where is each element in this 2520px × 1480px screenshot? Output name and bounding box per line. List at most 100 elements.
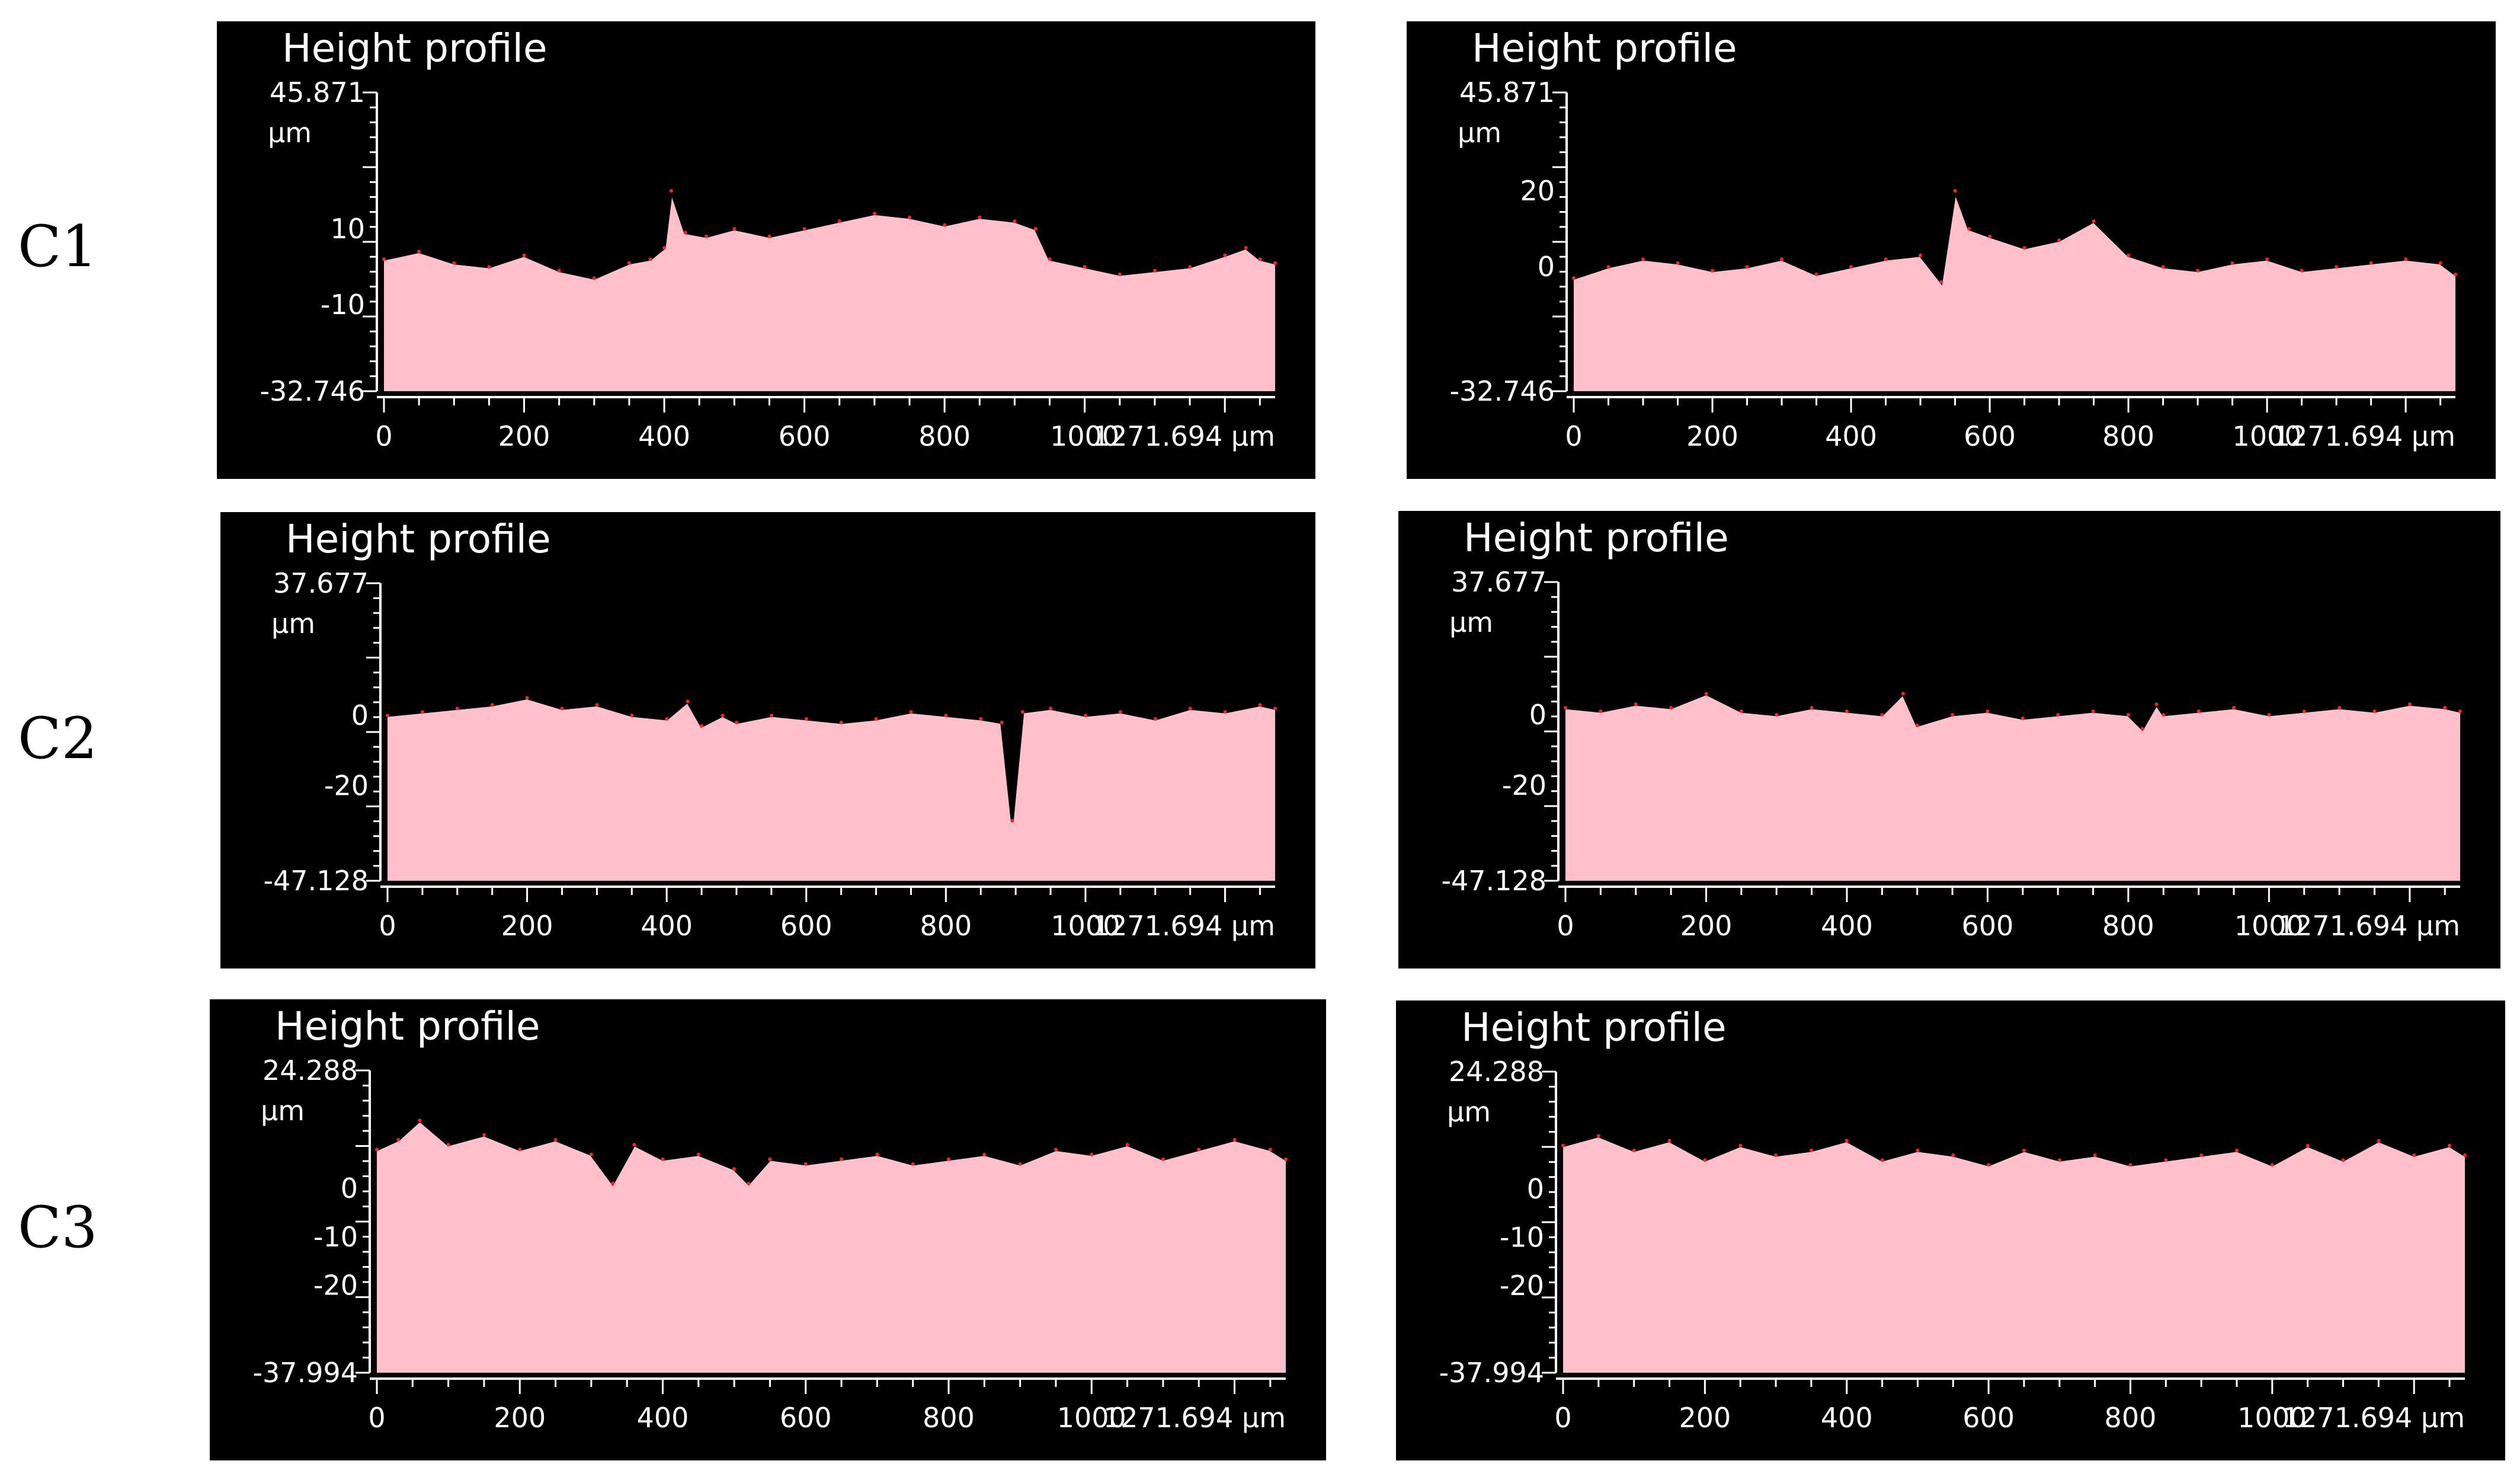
profile-point [2443, 706, 2447, 709]
profile-point [840, 1157, 844, 1161]
profile-point [2126, 712, 2130, 717]
profile-point [595, 703, 599, 707]
profile-point [2162, 712, 2166, 717]
y-tick-label: -47.128 [1441, 865, 1546, 897]
profile-point [1010, 819, 1014, 823]
x-tick-label: 0 [1554, 1402, 1571, 1434]
y-tick-label: -32.746 [1449, 375, 1555, 407]
profile-point [1273, 707, 1277, 711]
profile-point [1669, 706, 1673, 709]
profile-point [732, 227, 737, 231]
x-tick-label: 400 [638, 420, 690, 452]
y-tick-label: -37.994 [252, 1357, 358, 1389]
profile-point [2092, 219, 2096, 223]
profile-area [1563, 1136, 2465, 1373]
x-tick-label: 1271.694 µm [1103, 1402, 1286, 1434]
y-tick-label: 20 [1520, 175, 1555, 207]
x-tick-label: 600 [779, 420, 831, 452]
profile-point [382, 257, 386, 261]
profile-point [1951, 1153, 1955, 1157]
x-tick-label: 600 [1962, 910, 2014, 942]
y-tick-label: 45.871 [270, 76, 365, 108]
chart-title: Height profile [282, 25, 547, 71]
profile-area [1565, 693, 2460, 881]
profile-point [2302, 709, 2306, 713]
profile-point [767, 234, 771, 238]
y-unit-label: µm [1447, 1096, 1491, 1128]
profile-point [1223, 710, 1227, 714]
profile-point [1738, 1143, 1743, 1147]
profile-point [1188, 707, 1192, 711]
profile-point [1083, 265, 1087, 269]
x-tick-label: 800 [2105, 1402, 2157, 1434]
y-tick-label: 45.871 [1459, 76, 1555, 108]
profile-point [1188, 265, 1192, 269]
profile-point [943, 223, 947, 227]
profile-point [417, 250, 421, 254]
y-tick-label: -10 [313, 1221, 358, 1253]
profile-point [1161, 1157, 1165, 1161]
profile-point [2196, 709, 2201, 713]
profile-chart-c3-left: Height profile 24.288 µm 0 -10 -20 -37.994 0 200… [252, 1003, 1288, 1434]
row-label-c3: C3 [18, 1194, 98, 1261]
profile-panel-c1-left: Height profile 45.871 µm 10 -10 -32.746 0 200 40… [217, 21, 1315, 479]
profile-point [375, 1147, 379, 1152]
profile-point [1814, 272, 1818, 276]
profile-point [2341, 1158, 2345, 1162]
y-unit-label: µm [271, 608, 315, 640]
profile-point [627, 261, 631, 265]
profile-point [1774, 1153, 1778, 1157]
profile-point [2338, 706, 2342, 709]
x-tick-label: 800 [920, 910, 972, 942]
profile-panel-c3-left: Height profile 24.288 µm 0 -10 -20 -37.994 0 200… [210, 999, 1326, 1460]
profile-point [1090, 1152, 1094, 1156]
y-tick-label: 0 [1538, 251, 1555, 283]
profile-point [630, 714, 634, 717]
profile-point [1125, 1143, 1129, 1147]
x-tick-label: 200 [1679, 1402, 1731, 1434]
x-tick-label: 0 [379, 910, 396, 942]
y-tick-label: -10 [321, 289, 365, 321]
x-tick-label: 400 [637, 1402, 689, 1434]
x-tick-label: 400 [1825, 420, 1877, 452]
profile-point [1599, 709, 1603, 713]
profile-point [1711, 268, 1714, 273]
profile-point [2057, 238, 2061, 242]
profile-point [769, 714, 773, 717]
profile-point [490, 703, 494, 707]
profile-point [1273, 261, 1277, 265]
y-tick-label: -20 [1500, 1270, 1544, 1302]
profile-point [665, 717, 669, 721]
profile-point [802, 227, 806, 231]
profile-point [2140, 727, 2144, 731]
profile-area [388, 698, 1275, 881]
profile-point [2454, 272, 2457, 276]
profile-point [1020, 710, 1024, 714]
profile-point [1258, 257, 1262, 261]
profile-point [2199, 1153, 2204, 1157]
profile-point [1013, 219, 1017, 223]
profile-point [2230, 261, 2234, 265]
profile-point [978, 215, 982, 219]
profile-point [1939, 280, 1943, 284]
profile-panel-c2-right: Height profile 37.677 µm 0 -20 -47.128 0 200 400… [1398, 511, 2500, 968]
profile-chart-c2-right: Height profile 37.677 µm 0 -20 -47.128 0 200 400… [1441, 515, 2462, 942]
profile-point [1953, 188, 1957, 193]
profile-point [947, 1157, 950, 1161]
y-tick-label: -37.994 [1439, 1357, 1544, 1389]
profile-point [1232, 1138, 1237, 1142]
profile-point [2093, 1153, 2097, 1157]
profile-point [874, 717, 878, 721]
profile-point [1775, 712, 1779, 717]
profile-point [2306, 1143, 2310, 1147]
y-tick-label: -10 [1500, 1222, 1544, 1254]
profile-point [700, 724, 704, 728]
profile-point [1845, 709, 1849, 713]
profile-point [2377, 1139, 2381, 1143]
x-tick-label: 600 [1962, 1402, 2015, 1434]
profile-point [804, 717, 808, 721]
x-tick-label: 800 [918, 420, 971, 452]
x-tick-label: 200 [494, 1402, 546, 1434]
profile-chart-c3-right: Height profile 24.288 µm 0 -10 -20 -37.994 0 200… [1439, 1005, 2467, 1434]
